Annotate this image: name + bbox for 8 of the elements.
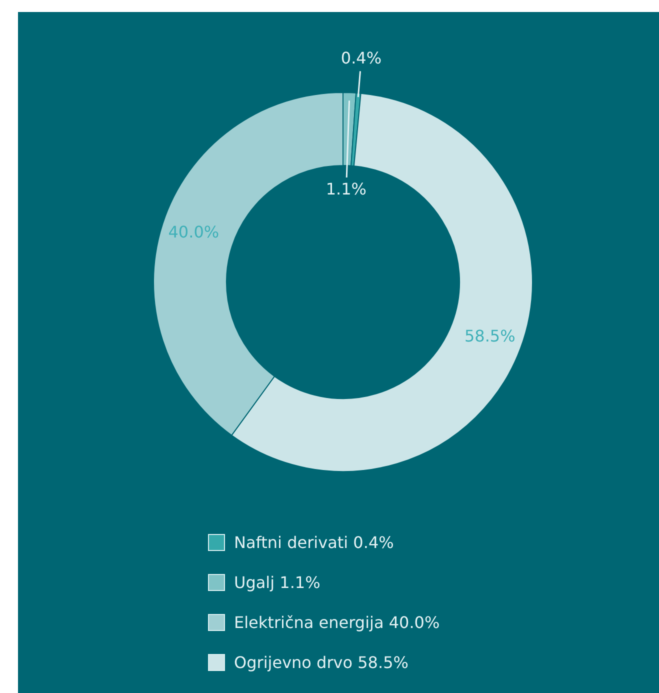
legend-label: Ogrijevno drvo 58.5% xyxy=(234,652,408,672)
data-label: 0.4% xyxy=(340,48,382,68)
data-label: 40.0% xyxy=(168,222,220,242)
data-label: 58.5% xyxy=(464,326,516,346)
legend-label: Naftni derivati 0.4% xyxy=(234,532,394,552)
data-label: 1.1% xyxy=(326,180,366,199)
legend-label: Ugalj 1.1% xyxy=(234,572,320,592)
legend-label: Električna energija 40.0% xyxy=(234,612,440,632)
